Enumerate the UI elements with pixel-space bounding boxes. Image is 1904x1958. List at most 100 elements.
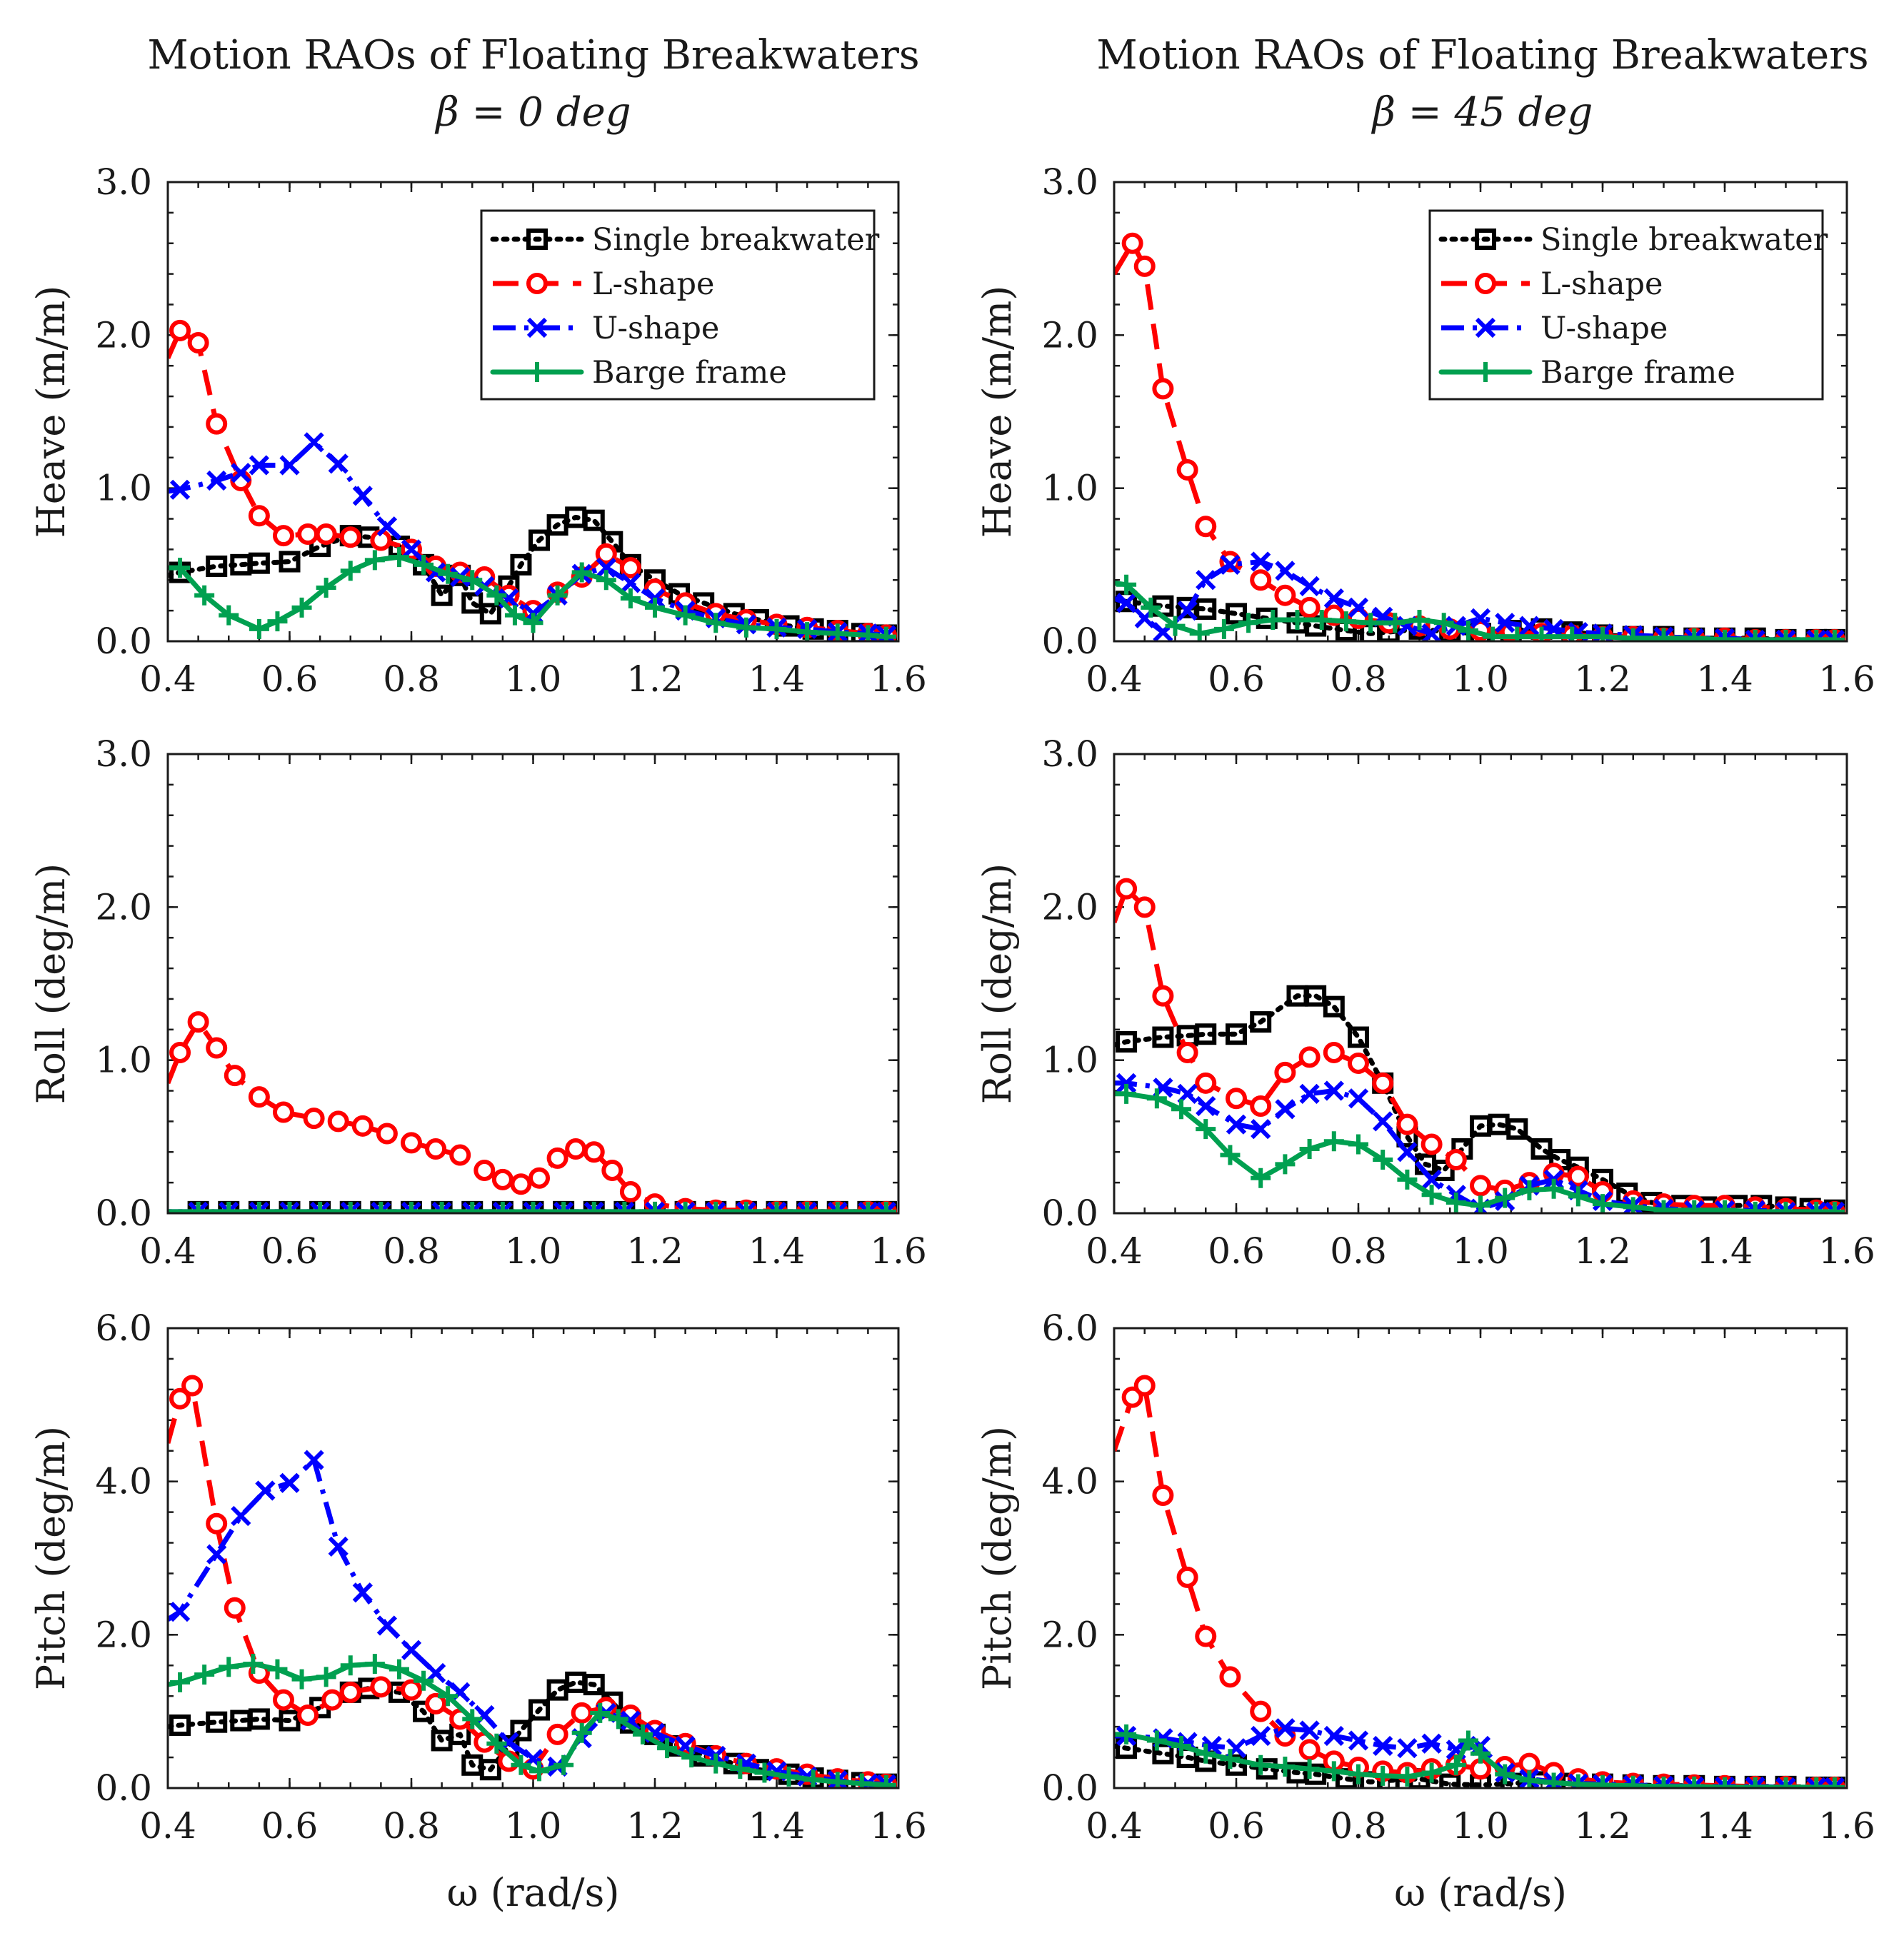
data-point-barge [188, 1201, 209, 1213]
data-point-barge [243, 1654, 264, 1675]
x-tick-label: 1.4 [748, 1230, 806, 1272]
data-point-ushape [1275, 1718, 1296, 1739]
y-axis-label: Roll (deg/m) [29, 863, 74, 1105]
data-point-ushape [1348, 1730, 1369, 1751]
data-point-barge [194, 1665, 215, 1685]
data-point-lshape [510, 1173, 532, 1195]
x-tick-label: 1.0 [505, 658, 562, 700]
data-point-ushape [1323, 1080, 1344, 1101]
data-point-ushape [1299, 1720, 1320, 1741]
data-point-barge [1385, 613, 1406, 633]
data-point-barge [1495, 1764, 1515, 1784]
column-title-left-line1: Motion RAOs of Floating Breakwaters [147, 32, 919, 79]
data-point-lshape [1250, 1700, 1272, 1722]
data-point-ushape [401, 1640, 422, 1660]
data-point-barge [1568, 1774, 1588, 1788]
y-tick-label: 2.0 [95, 314, 152, 356]
data-point-lshape [248, 505, 270, 527]
data-point-barge [876, 1201, 896, 1213]
x-tick-label: 1.2 [626, 658, 683, 700]
data-point-barge [675, 605, 696, 626]
data-point-single [1506, 1118, 1528, 1140]
data-point-lshape [1323, 1041, 1345, 1063]
data-point-ushape [596, 557, 616, 578]
x-tick-label: 0.6 [1208, 1805, 1265, 1847]
data-point-barge [1275, 1756, 1296, 1777]
data-point-barge [827, 1201, 848, 1213]
data-point-barge [1623, 628, 1643, 641]
data-point-ushape [279, 455, 300, 476]
data-point-barge [1336, 611, 1356, 632]
data-point-single [1152, 1742, 1174, 1764]
plot-area [168, 1011, 897, 1213]
data-point-barge [1684, 1776, 1705, 1788]
data-point-barge [1116, 1083, 1137, 1104]
data-point-lshape [595, 543, 617, 565]
data-point-single [206, 555, 228, 577]
data-point-barge [1220, 1749, 1241, 1769]
plot-area [1114, 1375, 1845, 1788]
data-point-single [528, 1699, 551, 1721]
x-tick-label: 1.4 [748, 1805, 806, 1847]
y-tick-label: 0.0 [95, 1767, 152, 1809]
data-point-barge [492, 1201, 513, 1213]
data-point-barge [1806, 629, 1827, 641]
data-point-lshape [491, 1168, 513, 1190]
data-point-barge [547, 585, 568, 606]
data-point-lshape [1250, 569, 1272, 591]
data-point-single [248, 552, 270, 574]
data-point-barge [1361, 613, 1381, 633]
y-tick-label: 1.0 [95, 1040, 152, 1081]
x-tick-label: 1.6 [1818, 1230, 1875, 1272]
data-point-barge [1445, 1193, 1466, 1213]
data-point-barge [219, 1201, 239, 1213]
data-point-ushape [169, 479, 191, 500]
data-point-barge [590, 1702, 611, 1723]
data-point-single [1226, 1754, 1247, 1776]
data-point-lshape [1226, 1088, 1247, 1110]
data-point-barge [1568, 1186, 1588, 1207]
data-point-barge [1745, 1201, 1765, 1213]
y-tick-label: 2.0 [1041, 314, 1098, 356]
data-point-barge [1323, 1131, 1344, 1152]
legend-marker-single [526, 229, 548, 250]
data-point-ushape [304, 1450, 324, 1470]
data-point-barge [291, 1669, 312, 1690]
chart-panel-roll-0: 0.0 1.0 2.0 3.0 0.4 0.6 0.8 1.0 1.2 1.4 1.6 Roll (d… [29, 733, 927, 1272]
data-point-barge [766, 1201, 787, 1213]
data-point-ushape [206, 1544, 227, 1565]
data-point-barge [1653, 1200, 1674, 1213]
data-point-lshape [571, 1702, 593, 1724]
data-point-barge [876, 626, 896, 641]
axes-frame [166, 181, 900, 643]
data-point-ushape [279, 1472, 300, 1493]
data-point-barge [1220, 1145, 1241, 1165]
x-tick-label: 0.6 [261, 658, 319, 700]
y-axis-label: Heave (m/m) [29, 286, 74, 538]
data-point-ushape [620, 573, 641, 593]
data-point-barge [462, 570, 483, 591]
column-title-right-line2: β = 45 deg [1371, 89, 1593, 136]
data-point-ushape [328, 453, 349, 474]
data-point-barge [1593, 1194, 1613, 1213]
y-tick-label: 2.0 [95, 886, 152, 928]
data-point-barge [1421, 1185, 1442, 1205]
x-tick-label: 0.8 [383, 1805, 440, 1847]
data-point-lshape [1152, 378, 1174, 400]
data-point-lshape [351, 1115, 374, 1137]
data-point-single [1323, 995, 1345, 1018]
data-point-lshape [619, 557, 641, 579]
data-point-barge [645, 597, 665, 618]
x-tick-label: 1.2 [626, 1805, 683, 1847]
data-point-barge [219, 1657, 239, 1677]
data-point-ushape [376, 516, 398, 537]
data-point-ushape [1251, 551, 1271, 572]
data-point-single [510, 553, 532, 576]
data-point-barge [1519, 1180, 1540, 1200]
data-point-barge [1171, 1735, 1192, 1756]
data-point-barge [310, 1201, 331, 1213]
x-tick-label: 1.0 [505, 1805, 562, 1847]
data-point-lshape [425, 1692, 447, 1714]
data-point-lshape [206, 1037, 228, 1059]
